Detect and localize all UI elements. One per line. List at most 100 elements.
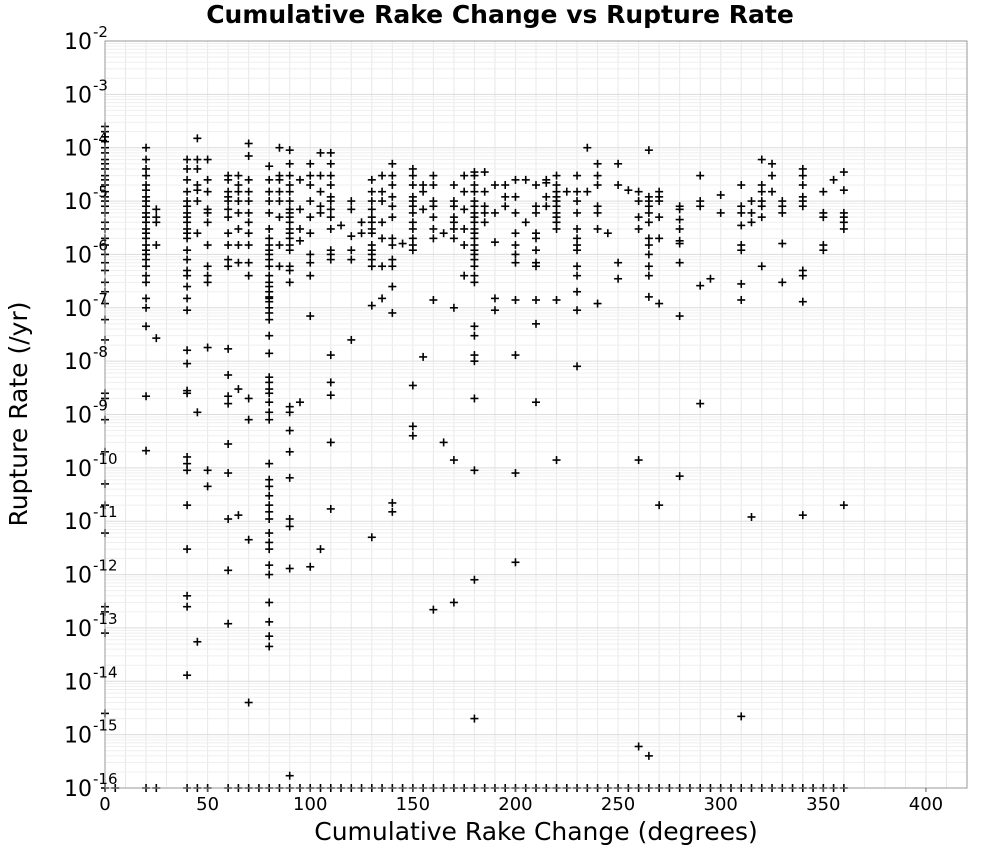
data-point [634,213,643,222]
data-point [839,186,848,195]
data-point [378,187,387,196]
data-point [347,197,356,206]
data-point [265,598,274,607]
y-tick-label: 10 -2 [64,23,108,55]
data-point [624,186,633,195]
data-point [778,239,787,248]
y-tick-base: 10 [64,83,92,108]
data-point [203,155,212,164]
data-point [367,301,376,310]
x-axis-ticks: 0 50 100 150 200 250 300 350 400 [99,788,943,815]
data-point [316,171,325,180]
data-point [306,258,315,267]
data-point [265,208,274,217]
data-point [152,218,161,227]
data-point [532,295,540,304]
data-point [285,564,294,573]
y-tick-base: 10 [64,617,92,642]
y-tick-base: 10 [64,137,92,162]
data-point [265,262,274,271]
data-point [490,238,499,247]
data-point [183,591,192,600]
data-point [203,262,212,271]
data-point [183,246,192,255]
y-tick-base: 10 [64,243,92,268]
data-point [306,213,315,222]
data-point [819,246,828,255]
data-point [511,258,520,267]
data-point [532,234,540,243]
data-point [265,515,274,524]
data-point [347,246,356,255]
y-tick-label: 10 -9 [64,397,108,429]
data-point [532,398,540,407]
data-point [593,299,602,308]
data-point [203,482,212,491]
data-point [265,162,274,171]
data-point [193,164,202,173]
y-tick-base: 10 [64,564,92,589]
data-point [265,197,274,206]
y-tick-base: 10 [64,457,92,482]
data-point [490,181,499,190]
data-point [408,224,417,233]
x-tick-label: 300 [704,794,738,815]
y-tick-base: 10 [64,190,92,215]
data-point [490,294,499,303]
data-point [388,241,397,250]
data-point [326,391,335,400]
data-point [316,545,325,554]
y-tick-label: 10 -14 [64,663,118,695]
data-point [275,187,284,196]
data-point [644,208,653,217]
data-point [316,208,325,217]
data-point [798,511,807,520]
data-point [798,271,807,280]
data-point [367,187,376,196]
data-point [265,315,274,324]
data-point [224,399,233,408]
data-point [347,205,356,214]
data-point [747,512,756,521]
data-point [183,306,192,315]
data-point [265,545,274,554]
data-point [234,171,243,180]
data-point [265,570,274,579]
y-tick-exponent: -12 [93,557,118,575]
data-point [244,271,253,280]
data-point [285,426,294,435]
data-point [193,229,202,238]
data-point [470,322,479,331]
y-tick-base: 10 [64,297,92,322]
data-point [449,456,458,465]
data-point [203,343,212,352]
data-point [449,234,458,243]
data-point [224,197,233,206]
data-point [449,224,458,233]
data-point [224,213,233,222]
data-point [573,246,582,255]
data-point [224,619,233,628]
data-point [798,297,807,306]
data-point [593,224,602,233]
data-point [265,398,274,407]
data-point [429,605,438,614]
data-point [747,197,756,206]
data-point [388,282,397,291]
data-point [747,208,756,217]
y-tick-exponent: -14 [93,663,118,681]
data-point [244,218,253,227]
data-point [265,529,274,538]
data-point [747,218,756,227]
data-point [234,208,243,217]
data-point [326,438,335,447]
plot-frame [104,40,968,789]
y-tick-label: 10 -15 [64,717,118,749]
data-point [737,181,746,190]
y-tick-label: 10 -10 [64,450,118,482]
data-point [573,362,582,371]
data-point [265,224,274,233]
data-point [193,155,202,164]
data-point [521,218,530,227]
data-point [573,271,582,280]
